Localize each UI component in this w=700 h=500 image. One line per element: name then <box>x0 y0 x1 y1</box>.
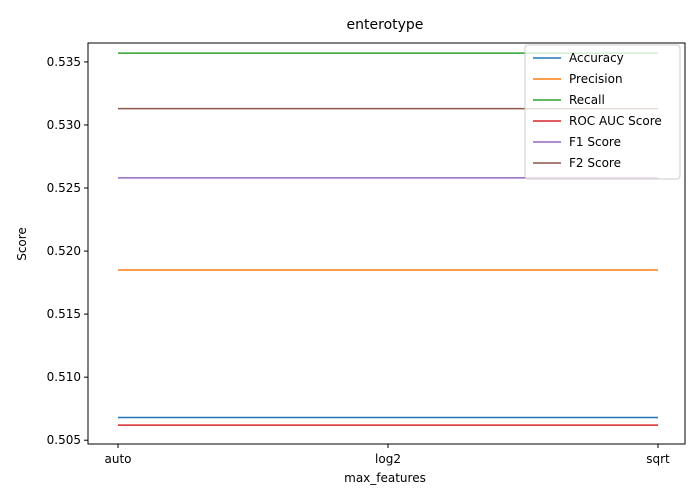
y-tick-label: 0.510 <box>47 370 81 384</box>
legend-entry: F2 Score <box>569 156 621 170</box>
legend-entry: Precision <box>569 72 623 86</box>
plot-area-frame <box>87 42 686 445</box>
x-tick-label: sqrt <box>646 452 670 466</box>
y-tick-label: 0.505 <box>47 433 81 447</box>
legend-entry: Accuracy <box>569 51 624 65</box>
y-axis-label: Score <box>15 227 29 261</box>
y-tick-label: 0.535 <box>47 55 81 69</box>
y-tick-label: 0.515 <box>47 307 81 321</box>
x-axis-label: max_features <box>344 471 426 485</box>
x-tick-label: log2 <box>375 452 401 466</box>
y-axis: 0.505 0.510 0.515 0.520 0.525 0.530 0.535 <box>47 55 88 447</box>
legend-entry: Recall <box>569 93 605 107</box>
y-tick-label: 0.525 <box>47 181 81 195</box>
legend: Accuracy Precision Recall ROC AUC Score F1 S… <box>524 44 681 180</box>
x-tick-label: auto <box>104 452 131 466</box>
chart-title: enterotype <box>347 17 424 33</box>
y-tick-label: 0.520 <box>47 244 81 258</box>
y-tick-label: 0.530 <box>47 118 81 132</box>
x-axis: auto log2 sqrt <box>104 444 670 466</box>
legend-entry: F1 Score <box>569 135 621 149</box>
legend-entry: ROC AUC Score <box>569 114 662 128</box>
legend-box <box>524 44 681 180</box>
